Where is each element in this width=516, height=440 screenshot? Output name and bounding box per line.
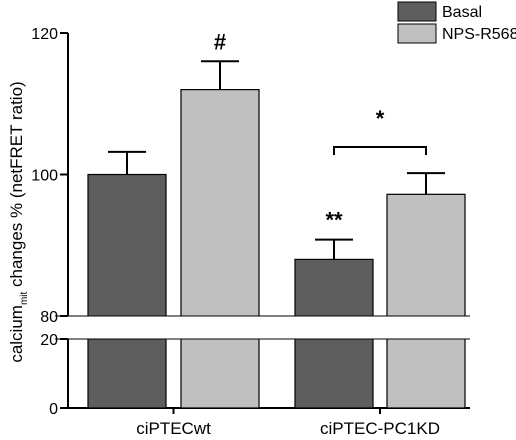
y-axis-label: calciummit changes % (netFRET ratio) [7,81,30,362]
significance-marker: * [376,106,385,131]
axis-break-gap [55,316,485,339]
y-tick-label: 0 [49,401,58,418]
significance-marker: # [214,29,226,54]
bar-nps-r568-1 [386,193,466,409]
bar-basal-0 [87,173,167,409]
annotations: #*** [214,29,427,233]
error-bars [108,60,445,260]
x-tick-label: ciPTEC-PC1KD [320,419,440,438]
y-ticks: 80 100 120 0 20 [31,26,68,418]
bar-nps-r568-0 [180,88,260,409]
y-tick-label: 20 [40,332,58,349]
legend-label: NPS-R568 [442,26,516,43]
legend-swatch [397,23,437,44]
legend-label: Basal [442,4,482,21]
y-tick-label: 100 [31,168,58,185]
y-tick-label: 120 [31,26,58,43]
legend: Basal NPS-R568 [397,1,516,44]
x-tick-labels: ciPTECwt ciPTEC-PC1KD [136,408,440,438]
x-tick-label: ciPTECwt [136,419,211,438]
bars [55,88,485,409]
y-tick-label: 80 [40,309,58,326]
legend-swatch [397,1,437,22]
significance-marker: ** [325,208,343,233]
significance-bracket [333,146,427,155]
